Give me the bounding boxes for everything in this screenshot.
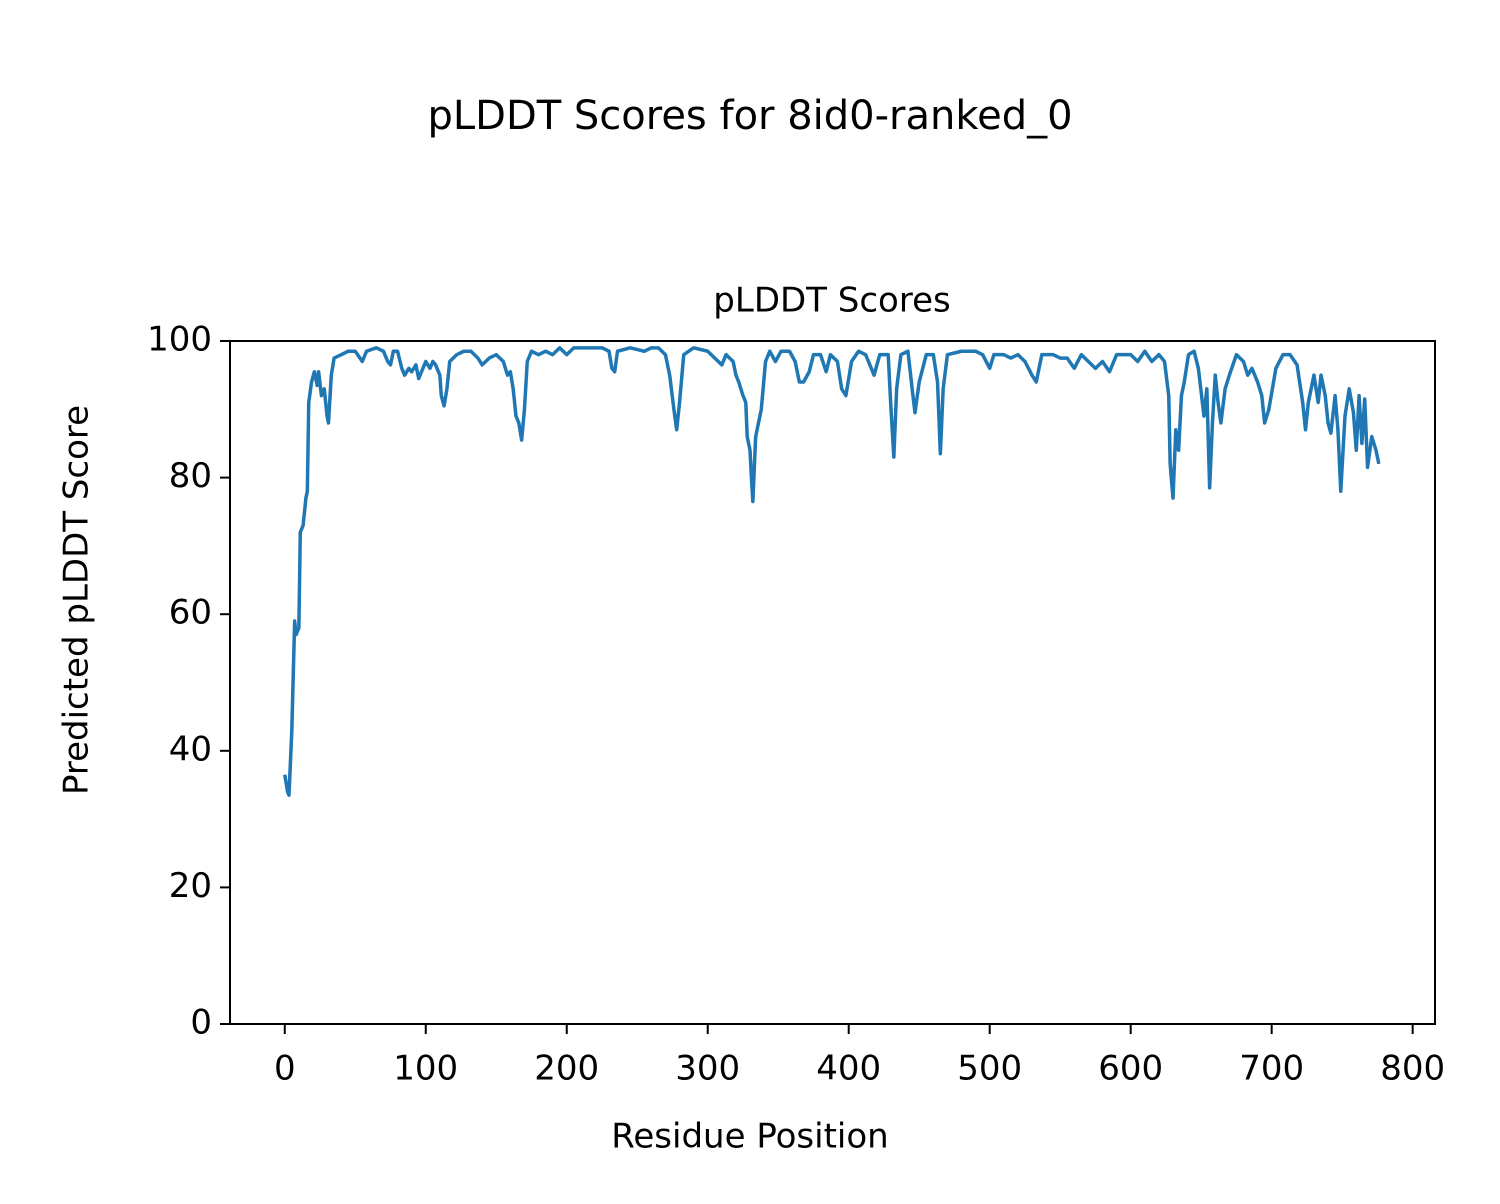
- x-axis-label: Residue Position: [611, 1117, 888, 1157]
- x-tick-label: 700: [1239, 1049, 1304, 1089]
- chart-title: pLDDT Scores for 8id0-ranked_0: [427, 93, 1072, 139]
- x-tick-label: 400: [816, 1049, 881, 1089]
- y-tick-label: 40: [169, 729, 212, 769]
- x-tick-label: 0: [274, 1049, 296, 1089]
- x-tick-label: 600: [1098, 1049, 1163, 1089]
- plot-frame: [229, 340, 1436, 1025]
- y-tick-label: 80: [169, 456, 212, 496]
- x-tick-label: 300: [675, 1049, 740, 1089]
- y-tick-label: 100: [147, 320, 212, 360]
- chart-subtitle: pLDDT Scores: [713, 281, 950, 321]
- x-tick-label: 800: [1380, 1049, 1445, 1089]
- y-tick-label: 60: [169, 593, 212, 633]
- x-tick-label: 100: [393, 1049, 458, 1089]
- x-tick-label: 500: [957, 1049, 1022, 1089]
- y-axis-label: Predicted pLDDT Score: [57, 405, 97, 795]
- line-series: [283, 346, 1381, 797]
- x-tick-label: 200: [534, 1049, 599, 1089]
- y-tick-label: 0: [190, 1003, 212, 1043]
- y-tick-label: 20: [169, 866, 212, 906]
